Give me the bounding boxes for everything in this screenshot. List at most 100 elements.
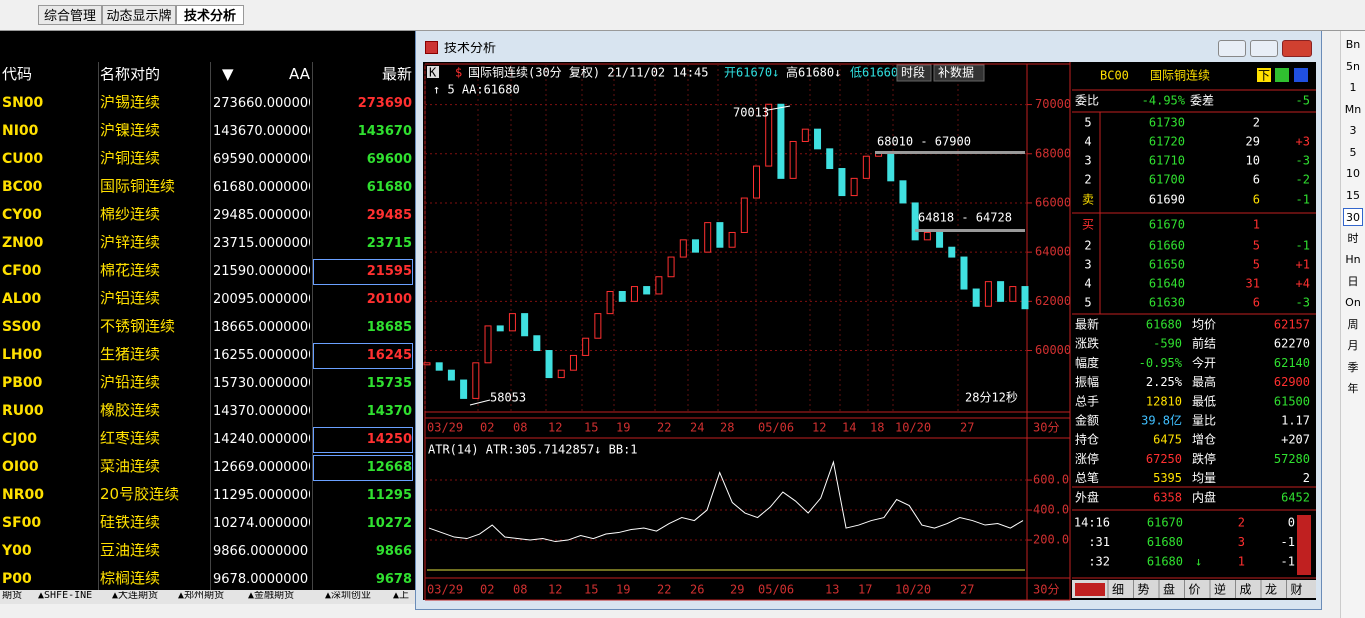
window-close[interactable] — [1282, 40, 1312, 57]
toolbar-button[interactable]: 年 — [1347, 382, 1359, 395]
candle — [447, 369, 455, 381]
window-button[interactable] — [1250, 40, 1278, 57]
panel-tab[interactable]: 逆 — [1214, 582, 1226, 597]
market-tab[interactable]: ▲金融期货 — [248, 591, 295, 601]
symbol-name[interactable]: 沪镍连续 — [100, 123, 161, 139]
market-tab[interactable]: ▲郑州期货 — [178, 591, 225, 601]
symbol-code[interactable]: CF00 — [2, 264, 42, 279]
toolbar-button[interactable]: 5n — [1346, 59, 1360, 73]
tab[interactable]: 动态显示牌 — [102, 5, 176, 25]
x-tick-label: 28 — [720, 421, 734, 435]
symbol-name[interactable]: 20号胶连续 — [100, 487, 180, 503]
toolbar-button[interactable]: 15 — [1346, 188, 1360, 202]
panel-icon — [1294, 68, 1308, 82]
level: 2 — [1084, 239, 1091, 253]
tab[interactable]: 综合管理 — [38, 5, 102, 25]
toolbar-button[interactable]: On — [1345, 296, 1361, 309]
toolbar-button[interactable]: 月 — [1347, 339, 1359, 352]
symbol-name[interactable]: 棉花连续 — [100, 263, 161, 279]
symbol-code[interactable]: Y00 — [2, 544, 32, 559]
symbol-name[interactable]: 生猪连续 — [100, 347, 161, 363]
candle — [435, 362, 443, 371]
toolbar-button[interactable]: 10 — [1346, 167, 1360, 180]
toolbar-button[interactable]: 日 — [1347, 274, 1359, 288]
panel-tab[interactable]: 财 — [1291, 583, 1303, 597]
market-tab[interactable]: ▲深圳创业 — [325, 591, 372, 601]
x-tick-label: 03/29 — [427, 583, 463, 597]
symbol-code[interactable]: P00 — [2, 572, 32, 587]
market-tab[interactable]: ▲大连期货 — [112, 591, 159, 601]
x-tick-label: 19 — [616, 421, 630, 435]
symbol-code[interactable]: SS00 — [2, 320, 42, 335]
toolbar-button[interactable]: 时 — [1347, 231, 1359, 245]
symbol-code[interactable]: NI00 — [2, 124, 39, 139]
symbol-name[interactable]: 国际铜连续 — [100, 179, 176, 195]
window-button[interactable] — [1218, 40, 1246, 57]
toolbar-button[interactable]: 30 — [1343, 208, 1363, 226]
panel-tab[interactable]: 细 — [1112, 583, 1124, 597]
stat-label: 外盘 — [1075, 490, 1099, 505]
symbol-code[interactable]: LH00 — [2, 348, 43, 363]
symbol-name[interactable]: 红枣连续 — [100, 431, 161, 447]
symbol-name[interactable]: 沪锡连续 — [100, 95, 161, 111]
symbol-code[interactable]: ZN00 — [2, 236, 44, 251]
toolbar-button[interactable]: 季 — [1347, 360, 1359, 374]
toolbar-button[interactable]: Mn — [1344, 102, 1362, 116]
symbol-code[interactable]: CY00 — [2, 208, 42, 223]
symbol-code[interactable]: SN00 — [2, 96, 44, 111]
market-tab[interactable]: ▲上 — [393, 591, 410, 601]
toolbar-button[interactable]: 周 — [1347, 317, 1359, 331]
symbol-name[interactable]: 沪铅连续 — [100, 375, 161, 391]
symbol-code[interactable]: CU00 — [2, 152, 44, 167]
toolbar-button[interactable]: Hn — [1345, 253, 1361, 266]
table-header: ▼ — [222, 67, 234, 83]
annotation: 28分12秒 — [965, 391, 1018, 405]
level: 3 — [1084, 258, 1091, 272]
symbol-name[interactable]: 沪锌连续 — [100, 235, 161, 251]
icon-box — [427, 66, 439, 78]
stat-label: 总笔 — [1075, 470, 1099, 485]
candle — [704, 222, 712, 253]
symbol-code[interactable]: BC00 — [2, 180, 43, 195]
last-price: 18685 — [366, 321, 412, 335]
panel-tab[interactable]: 势 — [1138, 583, 1150, 597]
stat-label: 今开 — [1192, 355, 1216, 370]
symbol-code[interactable]: OI00 — [2, 460, 39, 475]
panel-tab[interactable]: 价 — [1189, 583, 1201, 597]
last-price: 69600 — [366, 153, 412, 167]
panel-tab[interactable]: 盘 — [1163, 582, 1175, 597]
market-tab[interactable]: 期货 — [2, 591, 22, 601]
symbol-name[interactable]: 硅铁连续 — [100, 515, 161, 531]
symbol-code[interactable]: RU00 — [2, 404, 44, 419]
toolbar-button[interactable]: Bn — [1345, 38, 1361, 51]
market-tab[interactable]: ▲SHFE-INE — [38, 591, 93, 601]
y-tick-label: 60000 — [1035, 343, 1071, 357]
toolbar-button[interactable]: 1 — [1349, 81, 1357, 94]
symbol-name[interactable]: 橡胶连续 — [100, 403, 161, 419]
symbol-name[interactable]: 豆油连续 — [100, 543, 161, 559]
symbol-name[interactable]: 不锈钢连续 — [100, 319, 176, 335]
last-price: 20100 — [366, 293, 412, 307]
toolbar-button[interactable]: 3 — [1349, 124, 1357, 137]
panel-tab[interactable]: 成 — [1240, 583, 1252, 597]
symbol-name[interactable]: 沪铜连续 — [100, 151, 161, 167]
symbol-code[interactable]: CJ00 — [2, 432, 37, 447]
tab[interactable]: 技术分析 — [176, 5, 244, 25]
x-tick-label: 15 — [584, 583, 598, 597]
candle — [887, 153, 895, 182]
aa-value: 14240.0000000 — [213, 433, 310, 447]
aa-value: 16255.0000000 — [213, 349, 310, 363]
toolbar-button[interactable]: 5 — [1349, 145, 1357, 159]
symbol-name[interactable]: 棕榈连续 — [100, 571, 161, 587]
candle — [826, 148, 834, 170]
symbol-name[interactable]: 沪铝连续 — [100, 291, 161, 307]
candle — [582, 337, 590, 356]
symbol-code[interactable]: SF00 — [2, 516, 42, 531]
panel-tab[interactable]: 龙 — [1265, 583, 1277, 597]
symbol-name[interactable]: 棉纱连续 — [100, 207, 161, 223]
symbol-code[interactable]: NR00 — [2, 488, 44, 503]
symbol-code[interactable]: AL00 — [2, 292, 42, 307]
level: 买 — [1082, 218, 1094, 232]
symbol-code[interactable]: PB00 — [2, 376, 43, 391]
symbol-name[interactable]: 菜油连续 — [100, 459, 161, 475]
